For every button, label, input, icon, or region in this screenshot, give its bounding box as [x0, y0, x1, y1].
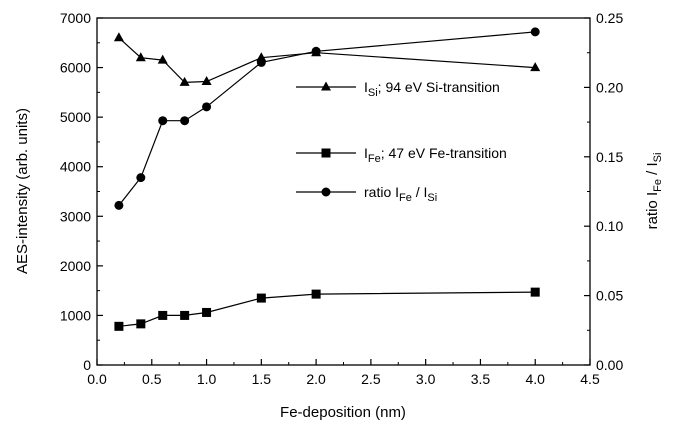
y-axis-label-right-sub2: Si [652, 153, 664, 163]
x-tick-label: 1.0 [197, 371, 217, 387]
data-point-ratio [180, 116, 190, 126]
y-right-tick-label: 0.10 [596, 218, 623, 234]
legend-marker-circle [321, 187, 331, 197]
y-left-tick-label: 4000 [60, 159, 91, 175]
data-point-si [179, 76, 190, 86]
legend-fe-sub: Fe [368, 153, 381, 165]
legend-label-fe: IFe; 47 eV Fe-transition [364, 145, 507, 165]
series [113, 27, 541, 331]
data-point-si [113, 32, 124, 42]
series-line-fe [118, 291, 536, 327]
y-right-tick-label: 0.20 [596, 79, 623, 95]
data-point-si [530, 62, 541, 72]
ticks: 0.0 0.5 1.0 1.5 2.0 2.5 3.0 3.5 4.0 4.5 0 1000 2000 3… [60, 10, 624, 387]
y-left-tick-label: 5000 [60, 109, 91, 125]
data-point-fe [158, 310, 168, 320]
series-line-ratio [118, 31, 536, 206]
y-left-tick-label: 2000 [60, 258, 91, 274]
data-point-ratio [114, 200, 124, 210]
y-axis-label-right: ratio IFe / ISi [644, 153, 664, 230]
x-tick-label: 0.0 [87, 371, 107, 387]
legend-marker-triangle [321, 81, 331, 91]
legend-ratio-main: ratio I [364, 184, 399, 200]
y-axis-label-right-main: ratio I [644, 192, 661, 230]
data-point-si [135, 52, 146, 62]
legend-ratio-rest: / I [412, 184, 428, 200]
legend-si-main: I [364, 79, 368, 95]
legend-entry-ratio: ratio IFe / ISi [296, 184, 437, 204]
data-point-fe [256, 293, 266, 303]
y-axis-label-right-mid: / I [644, 162, 661, 179]
x-tick-label: 0.5 [142, 371, 162, 387]
legend-ratio-sub2: Si [427, 192, 437, 204]
data-point-fe [114, 321, 124, 331]
y-left-tick-label: 0 [83, 357, 91, 373]
y-left-tick-label: 6000 [60, 60, 91, 76]
data-point-fe [202, 307, 212, 317]
legend-ratio-sub: Fe [399, 192, 412, 204]
data-point-ratio [530, 27, 540, 37]
legend-entry-fe: IFe; 47 eV Fe-transition [296, 145, 507, 165]
legend-fe-rest: ; 47 eV Fe-transition [381, 145, 507, 161]
legend-label-si: ISi; 94 eV Si-transition [364, 79, 500, 99]
legend-label-ratio: ratio IFe / ISi [364, 184, 437, 204]
data-point-fe [530, 287, 540, 297]
y-right-tick-label: 0.00 [596, 357, 623, 373]
data-point-si [157, 54, 168, 64]
legend-si-sub: Si [368, 87, 378, 99]
y-axis-label-right-sub1: Fe [652, 179, 664, 192]
data-point-fe [311, 289, 321, 299]
y-axis-label-left: AES-intensity (arb. units) [14, 108, 31, 274]
y-left-tick-label: 7000 [60, 10, 91, 26]
x-axis-label: Fe-deposition (nm) [280, 404, 406, 421]
legend: ISi; 94 eV Si-transition IFe; 47 eV Fe-t… [296, 79, 507, 204]
y-left-tick-label: 1000 [60, 307, 91, 323]
data-point-ratio [202, 102, 212, 112]
x-tick-label: 4.0 [525, 371, 545, 387]
x-tick-label: 1.5 [252, 371, 272, 387]
series-line-si [118, 37, 536, 84]
legend-marker-square [321, 148, 331, 158]
y-left-tick-label: 3000 [60, 208, 91, 224]
x-tick-label: 3.0 [416, 371, 436, 387]
legend-entry-si: ISi; 94 eV Si-transition [296, 79, 500, 99]
data-point-fe [180, 310, 190, 320]
x-tick-label: 4.5 [580, 371, 600, 387]
y-right-tick-label: 0.05 [596, 288, 623, 304]
legend-fe-main: I [364, 145, 368, 161]
data-point-fe [136, 319, 146, 329]
data-point-si [201, 76, 212, 85]
legend-si-rest: ; 94 eV Si-transition [378, 79, 500, 95]
data-point-ratio [136, 173, 146, 183]
x-tick-label: 3.5 [471, 371, 491, 387]
data-point-ratio [158, 116, 168, 126]
y-right-tick-label: 0.25 [596, 10, 623, 26]
data-point-ratio [256, 57, 266, 67]
data-point-ratio [311, 46, 321, 56]
y-right-tick-label: 0.15 [596, 149, 623, 165]
x-tick-label: 2.0 [306, 371, 326, 387]
x-tick-label: 2.5 [361, 371, 381, 387]
